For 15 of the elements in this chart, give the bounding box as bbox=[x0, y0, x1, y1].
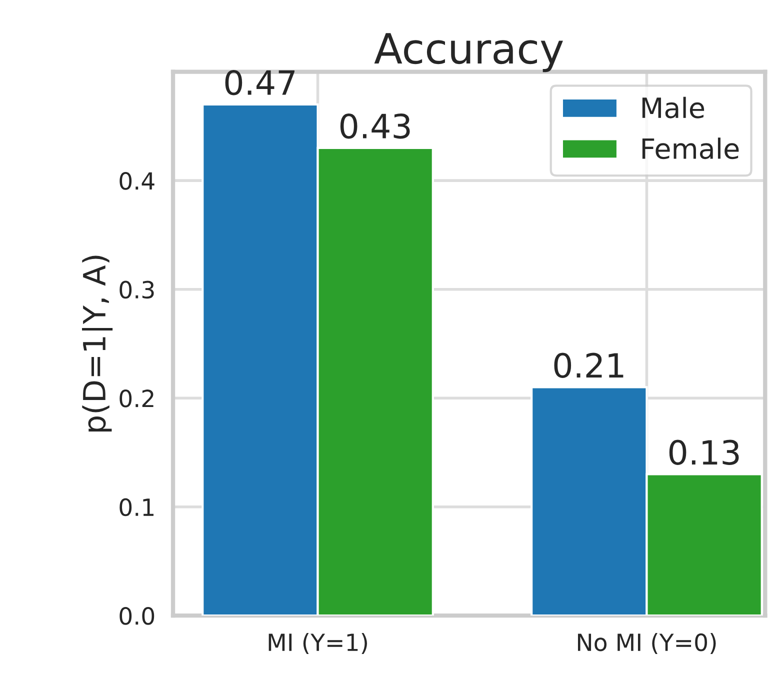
y-tick-label: 0.4 bbox=[120, 172, 154, 190]
data-label: 0.21 bbox=[554, 352, 624, 378]
y-tick-label: 0.2 bbox=[120, 390, 154, 408]
x-tick-label: No MI (Y=0) bbox=[578, 632, 716, 654]
chart-title: Accuracy bbox=[374, 33, 563, 72]
y-tick-label: 0.0 bbox=[120, 607, 154, 625]
data-label: 0.13 bbox=[669, 440, 739, 465]
data-label: 0.47 bbox=[225, 70, 294, 96]
legend-label: Female bbox=[642, 138, 739, 160]
legend-label: Male bbox=[642, 96, 704, 118]
y-tick-label: 0.3 bbox=[120, 280, 154, 299]
y-tick-label: 0.1 bbox=[120, 498, 154, 516]
x-tick-label: MI (Y=1) bbox=[268, 632, 367, 654]
y-axis-title: p(D=1|Y, A) bbox=[82, 256, 113, 432]
data-label: 0.43 bbox=[340, 114, 410, 139]
